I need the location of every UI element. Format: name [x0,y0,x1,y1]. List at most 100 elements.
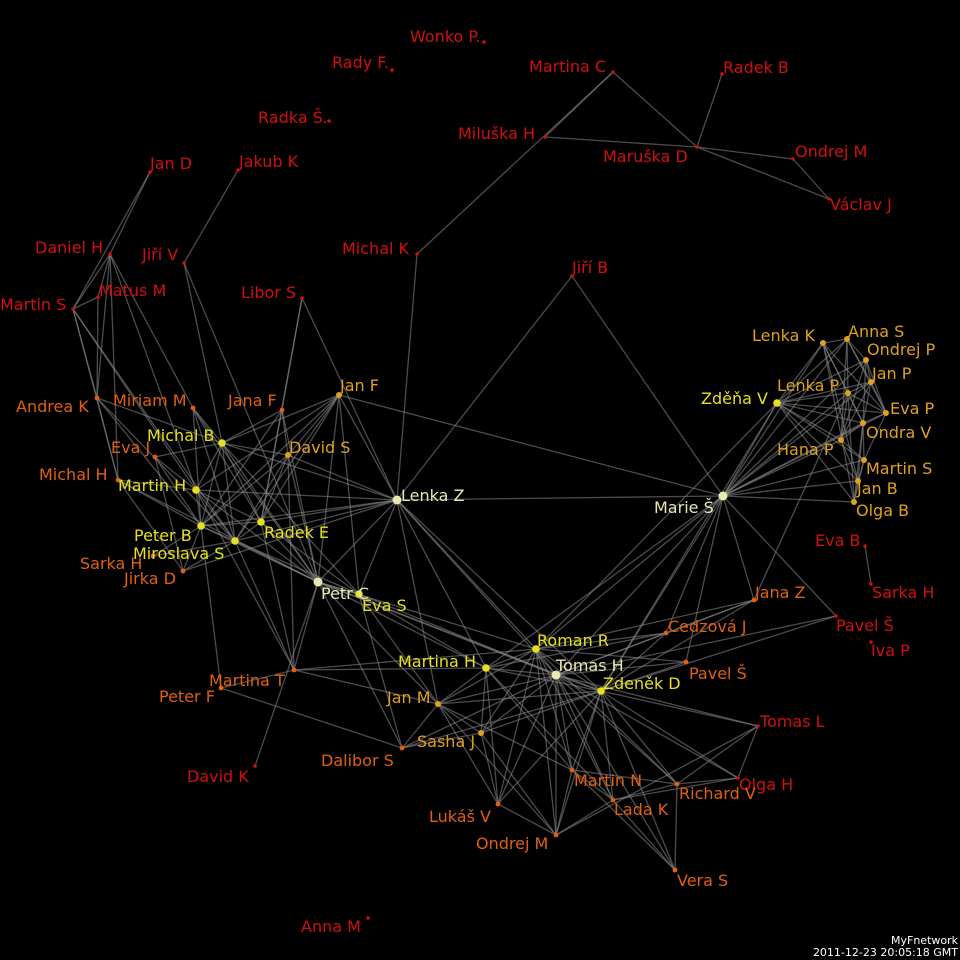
node-zdenekd[interactable] [597,687,605,695]
node-cedzova[interactable] [663,630,669,636]
node-ivap[interactable] [869,640,873,644]
node-radka[interactable] [327,119,331,123]
node-maries[interactable] [718,491,728,501]
node-maruska[interactable] [695,145,699,149]
edge-janaf-radeke [260,409,283,523]
node-evaj[interactable] [152,454,158,460]
node-martinn[interactable] [569,767,575,773]
node-hanap[interactable] [838,437,844,443]
edge-hanap-martins2 [840,439,865,461]
edge-zdena-janb [776,402,859,482]
node-rady[interactable] [390,68,394,72]
edge-davids-martinat [287,454,295,671]
edge-annas-maries [722,338,848,497]
node-vaclav[interactable] [827,197,831,201]
node-martinac[interactable] [611,70,615,74]
node-ondrejm1[interactable] [791,157,795,161]
edge-lenkaz-miroslava [234,499,398,542]
node-sarkah1[interactable] [150,553,156,559]
edge-michalb-evas [221,442,360,595]
node-wonko[interactable] [482,40,486,44]
node-andrea[interactable] [94,395,100,401]
footer: MyFnetwork 2011-12-23 20:05:18 GMT [813,935,958,959]
label-layer: Wonko P. Rady F. Martina C Radek B Radka Š. M… [0,27,935,936]
node-jirib[interactable] [570,274,574,278]
edge-martinah-lukas [485,667,499,805]
node-janaz[interactable] [751,597,757,603]
node-jakub[interactable] [236,168,240,172]
edge-maries-martinah [485,495,724,669]
edge-radekb-maruska [696,73,723,148]
node-radeke[interactable] [257,518,265,526]
node-evap[interactable] [883,410,889,416]
node-ondrejp[interactable] [863,357,869,363]
node-martins1[interactable] [71,307,75,311]
node-peterf[interactable] [218,685,224,691]
node-michalb[interactable] [218,439,226,447]
node-annas[interactable] [844,336,850,342]
node-libor[interactable] [300,296,304,300]
node-petrc[interactable] [313,577,323,587]
node-richardv[interactable] [674,781,680,787]
node-sashaj[interactable] [478,730,484,736]
edge-radeke-evas [260,521,360,595]
node-zdena[interactable] [773,399,781,407]
node-olgab[interactable] [851,499,857,505]
node-janf[interactable] [336,392,342,398]
edge-janp-zdena [776,381,872,404]
node-peterb[interactable] [197,522,205,530]
node-martins2[interactable] [861,457,867,463]
edge-lenkaz-radeke [260,499,398,523]
node-dalibor[interactable] [399,745,405,751]
node-pavels1[interactable] [834,614,838,618]
node-michalk[interactable] [415,252,419,256]
edge-lenkap-evap [847,392,887,414]
node-lenkaz[interactable] [392,495,402,505]
node-janb[interactable] [855,478,861,484]
edge-tomash-pavels2 [555,661,687,676]
node-davids[interactable] [285,452,291,458]
node-michalh[interactable] [115,477,121,483]
node-janp[interactable] [868,379,874,385]
node-pavels2[interactable] [683,659,689,665]
node-evas[interactable] [355,590,363,598]
edge-cedzova-romanr [535,632,667,650]
edge-lenkaz-tomash [396,499,557,676]
node-ladak[interactable] [610,797,616,803]
node-miluska[interactable] [543,135,547,139]
node-ondrejm2[interactable] [553,832,559,838]
node-lukas[interactable] [495,801,501,807]
edge-lenkak-evap [822,342,887,414]
node-radekb[interactable] [720,72,724,76]
node-tomash[interactable] [551,670,561,680]
node-label-jiriv: Jiří V [141,245,178,264]
edge-maruska-vaclav [696,146,830,200]
node-ondrav[interactable] [860,420,866,426]
node-romanr[interactable] [532,645,540,653]
node-jiriv[interactable] [182,261,186,265]
node-matus[interactable] [96,295,100,299]
node-janaf[interactable] [279,407,285,413]
node-lenkap[interactable] [845,390,851,396]
edge-petrc-davidk [254,581,319,767]
node-jand[interactable] [148,170,152,174]
edge-petrc-dalibor [317,581,403,749]
node-evab[interactable] [863,544,867,548]
node-danielh[interactable] [108,252,112,256]
node-olgah[interactable] [736,776,740,780]
node-martinat[interactable] [291,667,297,673]
node-martinh[interactable] [192,486,200,494]
node-lenkak[interactable] [820,340,826,346]
node-annam[interactable] [366,916,370,920]
node-davidk[interactable] [253,764,257,768]
node-veras[interactable] [672,867,678,873]
node-jirka[interactable] [180,568,186,574]
node-martinah[interactable] [482,664,490,672]
node-label-lenkak: Lenka K [752,326,815,345]
node-janm[interactable] [435,701,441,707]
node-tomasl[interactable] [756,724,760,728]
node-miriam[interactable] [190,405,196,411]
node-miroslava[interactable] [231,537,239,545]
node-sarkah2[interactable] [869,582,873,586]
